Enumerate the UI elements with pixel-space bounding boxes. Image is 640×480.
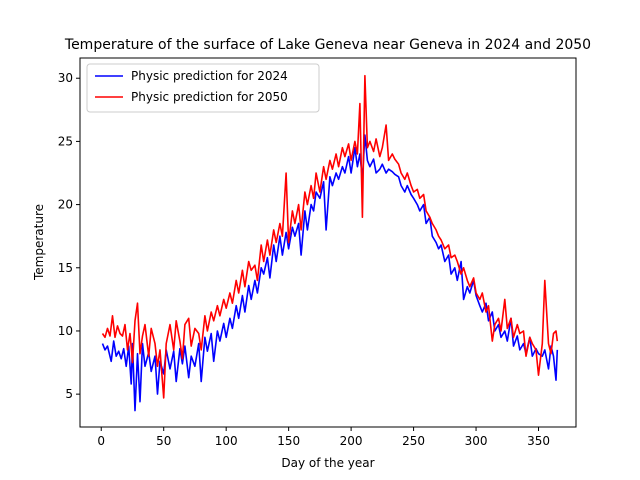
y-tick-label: 15 (58, 261, 73, 275)
x-tick-label: 350 (527, 434, 550, 448)
y-tick-label: 20 (58, 198, 73, 212)
y-axis: 5 10 15 20 25 30 (58, 71, 80, 401)
y-tick-label: 25 (58, 134, 73, 148)
x-tick-label: 150 (277, 434, 300, 448)
y-tick-label: 5 (65, 387, 73, 401)
x-axis-label: Day of the year (281, 456, 374, 470)
y-tick-label: 10 (58, 324, 73, 338)
x-tick-label: 200 (340, 434, 363, 448)
series-line-1 (101, 74, 559, 399)
legend-label-2024: Physic prediction for 2024 (131, 69, 288, 83)
legend-box (86, 63, 320, 113)
x-tick-label: 50 (156, 434, 171, 448)
y-tick-label: 30 (58, 71, 73, 85)
series-layer (101, 74, 559, 412)
plot-area: 0 50 100 150 200 250 300 350 5 10 15 20 25 30 (58, 57, 577, 448)
y-axis-label: Temperature (32, 204, 46, 281)
axes-frame (79, 57, 577, 428)
x-tick-label: 250 (402, 434, 425, 448)
legend-label-2050: Physic prediction for 2050 (131, 90, 288, 104)
x-tick-label: 100 (215, 434, 238, 448)
x-tick-label: 300 (465, 434, 488, 448)
chart-title: Temperature of the surface of Lake Genev… (64, 37, 591, 53)
x-tick-label: 0 (97, 434, 105, 448)
series-line-0 (101, 134, 559, 412)
legend: Physic prediction for 2024 Physic predic… (86, 63, 320, 113)
x-axis: 0 50 100 150 200 250 300 350 (97, 427, 550, 448)
